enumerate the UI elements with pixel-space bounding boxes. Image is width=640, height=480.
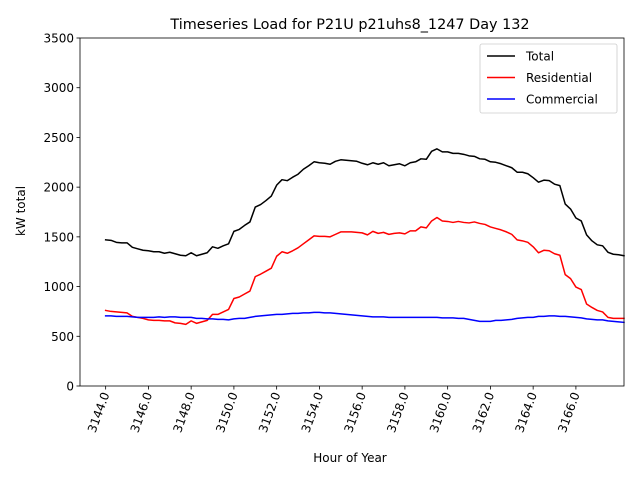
y-tick-label: 3500 (43, 32, 74, 46)
legend-label-commercial: Commercial (526, 93, 598, 107)
y-tick-label: 1500 (43, 230, 74, 244)
plot-frame (79, 37, 625, 387)
y-tick-label: 3000 (43, 81, 74, 95)
series-line-total (104, 148, 625, 257)
legend: Total Residential Commercial (479, 43, 618, 114)
y-tick-label: 1000 (43, 280, 74, 294)
y-tick-label: 2000 (43, 181, 74, 195)
y-tick-label: 0 (66, 380, 74, 394)
y-tick-label: 500 (51, 330, 74, 344)
y-axis-label: kW total (14, 186, 28, 236)
legend-label-total: Total (525, 50, 554, 64)
series-line-commercial (104, 311, 625, 324)
legend-label-residential: Residential (526, 71, 592, 85)
legend-box (479, 43, 618, 114)
y-tick-label: 2500 (43, 131, 74, 145)
x-axis-label: Hour of Year (313, 451, 387, 465)
series-layer (104, 148, 625, 326)
series-line-residential (104, 216, 625, 326)
chart-title: Timeseries Load for P21U p21uhs8_1247 Da… (169, 17, 529, 33)
